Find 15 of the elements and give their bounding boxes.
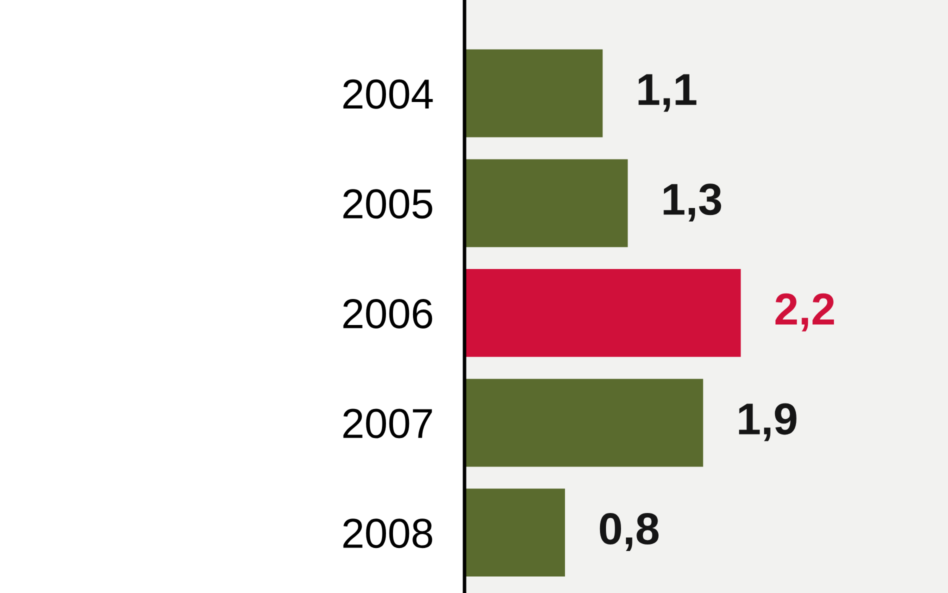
y-tick-label: 2005 — [343, 189, 432, 219]
bar — [464, 159, 628, 248]
data-label: 1,3 — [664, 184, 722, 222]
data-label: 2,2 — [775, 293, 834, 332]
y-tick-label: 2008 — [343, 518, 432, 548]
bar — [464, 378, 704, 467]
bar — [464, 488, 565, 577]
data-label: 1,1 — [638, 74, 696, 112]
data-label: 1,9 — [739, 403, 796, 442]
y-tick-label: 2006 — [343, 298, 432, 328]
y-tick-label: 2004 — [343, 79, 433, 109]
data-label: 0,8 — [600, 513, 659, 551]
y-tick-label: 2007 — [343, 408, 432, 438]
bar — [464, 49, 603, 138]
bar — [464, 269, 741, 357]
